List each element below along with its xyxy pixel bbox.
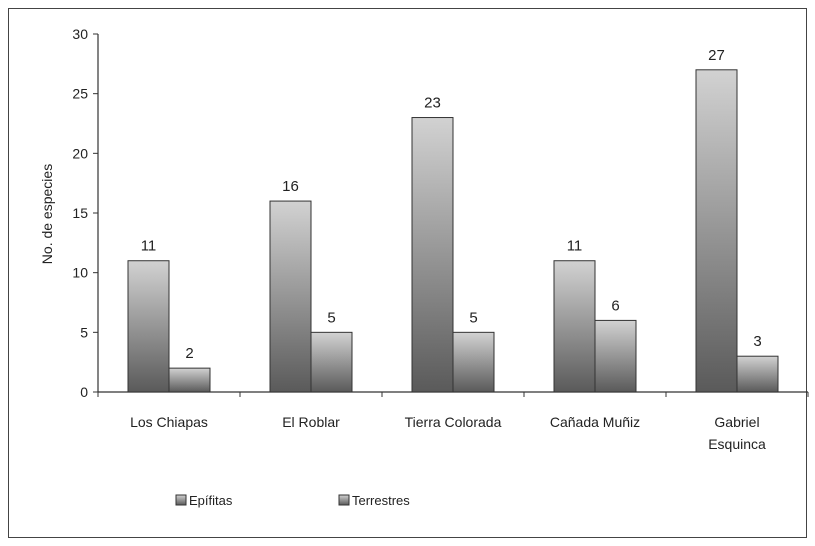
data-label: 16 [282, 178, 299, 195]
bar-epifitas [553, 260, 596, 393]
category-label: Los Chiapas [130, 414, 208, 430]
y-ticks: 0 5 10 15 20 25 30 [72, 26, 98, 400]
data-label: 23 [424, 95, 441, 112]
y-tick-label: 20 [72, 145, 88, 161]
bar-terrestres [452, 331, 495, 393]
y-tick-label: 5 [80, 324, 88, 340]
legend-label: Terrestres [352, 493, 410, 508]
bars [127, 69, 779, 393]
category-labels: Los Chiapas El Roblar Tierra Colorada Cañad… [97, 392, 809, 452]
data-label: 5 [327, 309, 335, 326]
bar-epifitas [127, 260, 170, 393]
data-label: 3 [753, 333, 761, 350]
value-labels: 11 2 16 5 23 5 11 6 27 3 [141, 47, 762, 362]
y-axis-label-group: No. de especies [39, 164, 55, 264]
legend-swatch [338, 494, 350, 506]
y-tick-label: 25 [72, 86, 88, 102]
bar-epifitas [269, 200, 312, 393]
bar-epifitas [411, 117, 454, 393]
category-label: Esquinca [708, 436, 766, 452]
y-tick-label: 0 [80, 384, 88, 400]
chart-frame [8, 8, 807, 538]
bar-terrestres [736, 355, 779, 393]
legend: Epífitas Terrestres [175, 493, 410, 508]
data-label: 2 [185, 345, 193, 362]
bar-terrestres [168, 367, 211, 393]
data-label: 27 [708, 47, 725, 64]
category-label: Gabriel [714, 414, 759, 430]
bar-terrestres [310, 331, 353, 393]
data-label: 11 [141, 238, 157, 255]
y-tick-label: 30 [72, 26, 88, 42]
y-tick-label: 15 [72, 205, 88, 221]
legend-label: Epífitas [189, 493, 233, 508]
category-label: Tierra Colorada [405, 414, 502, 430]
data-label: 6 [611, 297, 619, 314]
data-label: 11 [567, 238, 583, 255]
category-label: Cañada Muñiz [550, 414, 640, 430]
bar-epifitas [695, 69, 738, 393]
y-tick-label: 10 [72, 265, 88, 281]
y-axis-label: No. de especies [39, 164, 55, 264]
category-label: El Roblar [282, 414, 340, 430]
data-label: 5 [469, 309, 477, 326]
bar-terrestres [594, 319, 637, 393]
legend-swatch [175, 494, 187, 506]
